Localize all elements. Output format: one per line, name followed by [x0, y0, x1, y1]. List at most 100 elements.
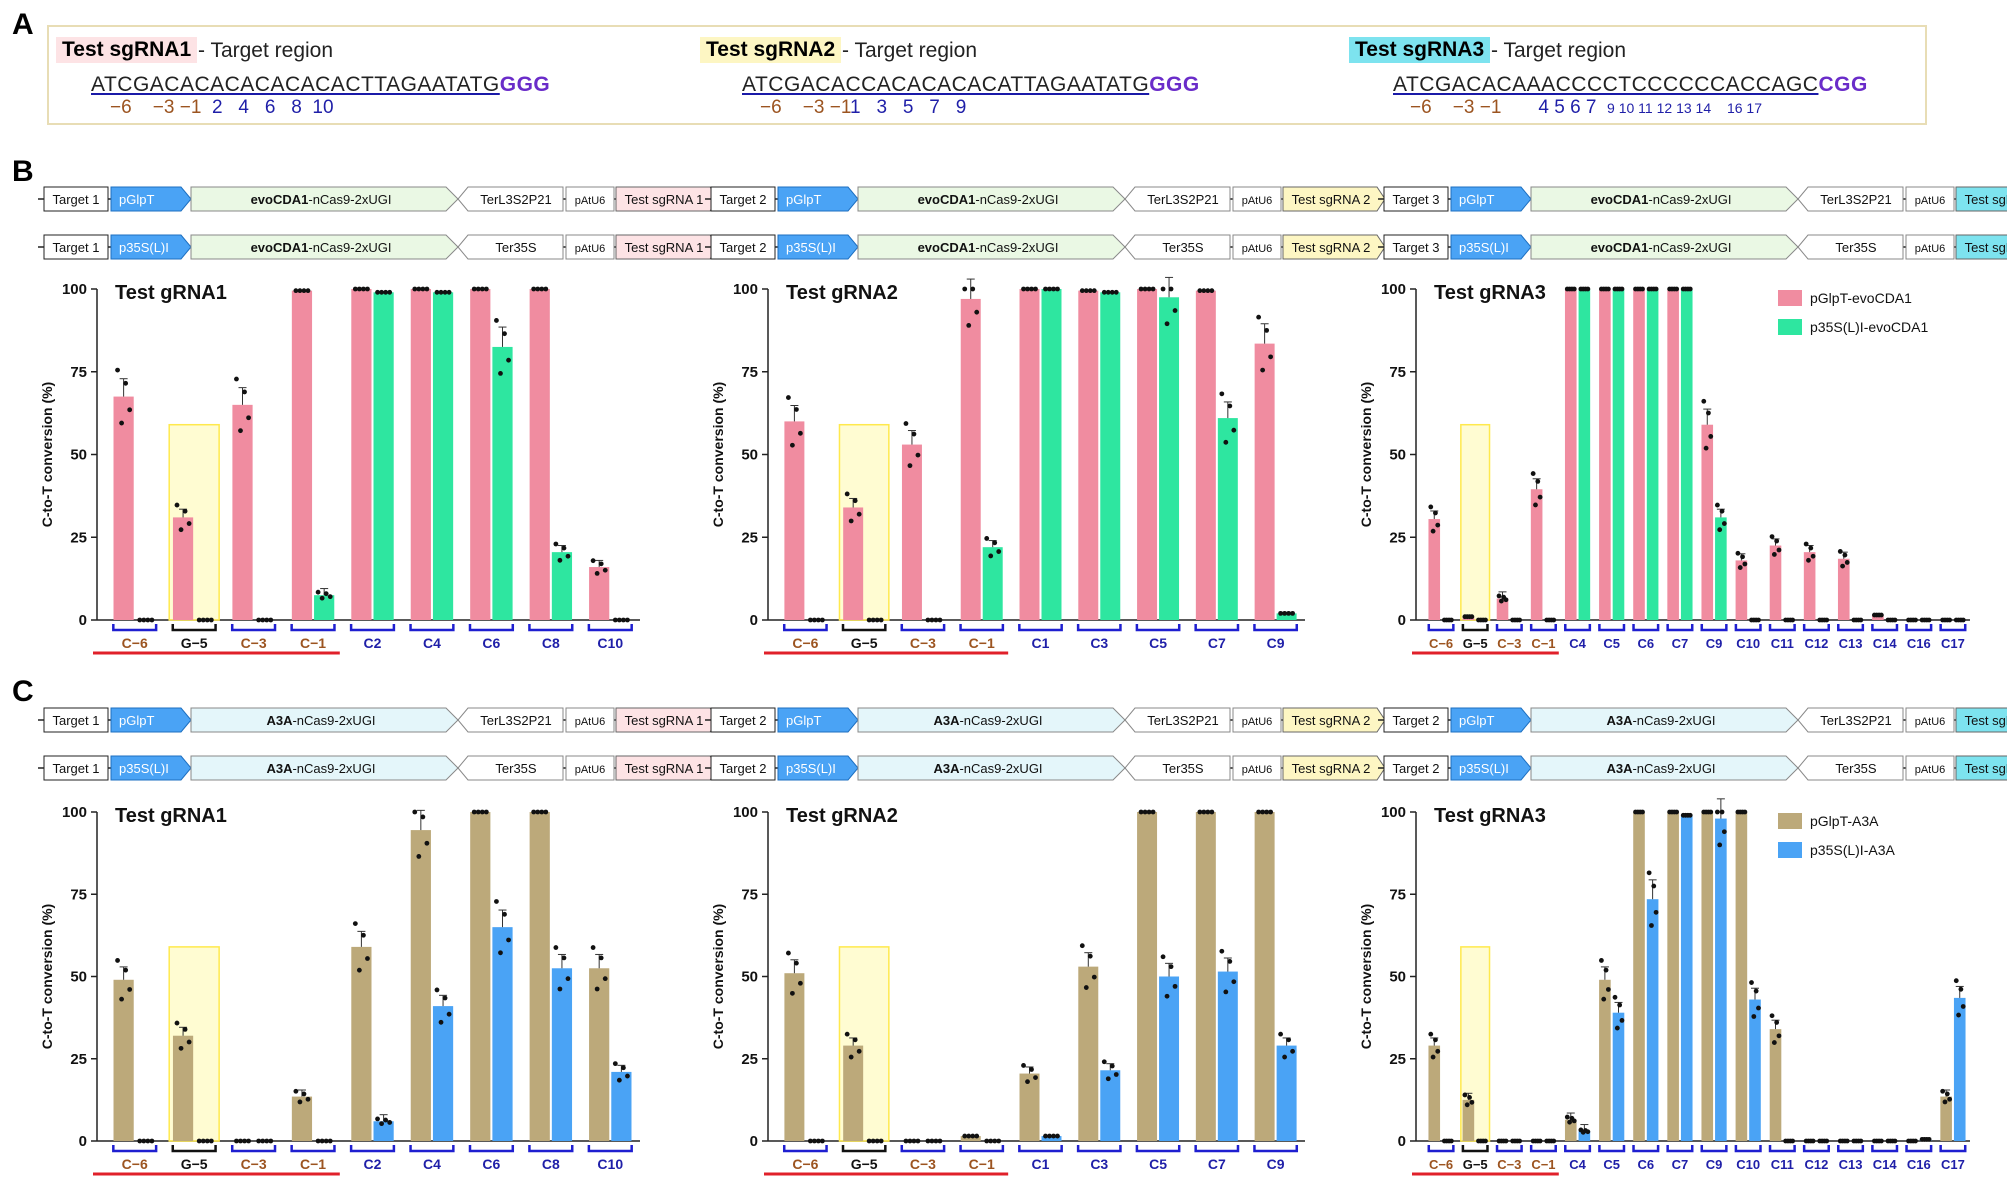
replicate-dot: [1753, 988, 1759, 994]
replicate-dot: [535, 809, 541, 815]
sgrna1-protospacer: ATCGACACACACACACACTTAGAATATG: [91, 73, 500, 96]
replicate-dot: [1164, 993, 1170, 999]
promoter-arrow: [1450, 755, 1532, 781]
promoter-label: pGlpT: [1459, 192, 1494, 207]
bar: [1195, 812, 1216, 1141]
editor-label: evoCDA1-nCas9-2xUGI: [918, 240, 1059, 255]
replicate-dot: [1810, 553, 1816, 559]
x-tick-label: C9: [1267, 1156, 1285, 1172]
terminator-arrow: [1124, 707, 1231, 733]
replicate-dot: [479, 809, 485, 815]
replicate-dot: [1256, 314, 1262, 320]
x-tick-label: C−6: [1429, 1157, 1453, 1172]
replicate-dot: [1599, 958, 1604, 963]
replicate-dot: [1433, 1037, 1438, 1043]
construct-b: Target 3 p35S(L)I evoCDA1-nCas9-2xUGI Ter35…: [1378, 234, 2007, 260]
u6-label: pAtU6: [1915, 764, 1946, 776]
replicate-dot: [1483, 1138, 1488, 1144]
legend-swatch: [1778, 319, 1802, 335]
bar: [1872, 615, 1884, 620]
promoter-label: pGlpT: [119, 713, 154, 728]
promoter-label: p35S(L)I: [119, 240, 169, 255]
replicate-dot: [1749, 980, 1754, 985]
replicate-dot: [319, 595, 325, 601]
replicate-dot: [992, 540, 998, 546]
replicate-dot: [498, 371, 503, 376]
editor-arrow: [857, 186, 1126, 212]
replicate-dot: [539, 809, 545, 815]
replicate-dot: [1537, 494, 1543, 500]
u6-box: [1905, 707, 1955, 733]
bar: [843, 507, 864, 620]
replicate-dot: [1201, 809, 1207, 815]
bar: [113, 979, 134, 1141]
replicate-dot: [621, 617, 626, 623]
replicate-dot: [1469, 614, 1475, 620]
promoter-label: pGlpT: [119, 192, 154, 207]
replicate-dot: [204, 617, 210, 623]
replicate-dot: [1740, 554, 1745, 560]
sgrna3-protospacer: ATCGACACAAACCCCTCCCCCCACCAGC: [1393, 73, 1819, 96]
editor-suffix: -nCas9-2xUGI: [975, 192, 1058, 207]
bar: [784, 421, 805, 620]
replicate-dot: [1947, 1096, 1953, 1102]
bar: [1701, 812, 1714, 1141]
bar: [982, 547, 1003, 620]
target-label: Target 2: [720, 761, 767, 776]
x-tick-label: C4: [1569, 636, 1586, 651]
terminator-arrow: [457, 707, 564, 733]
replicate-dot: [1717, 842, 1723, 848]
bar: [291, 1096, 313, 1141]
construct-c: Target 1 p35S(L)I A3A-nCas9-2xUGI Ter35S pAt…: [38, 755, 747, 781]
replicate-dot: [1651, 883, 1657, 889]
terminator-label: Ter35S: [1835, 761, 1877, 776]
replicate-dot: [137, 1138, 143, 1144]
terminator-arrow: [1124, 234, 1231, 260]
replicate-dot: [1942, 1099, 1948, 1105]
u6-box: [565, 707, 615, 733]
category-bracket: [1018, 624, 1063, 632]
replicate-dot: [506, 357, 511, 363]
replicate-dot: [149, 1138, 155, 1144]
editor-suffix: -nCas9-2xUGI: [1648, 240, 1731, 255]
bar: [551, 552, 573, 620]
category-bracket: [528, 1145, 574, 1153]
replicate-dot: [1101, 289, 1107, 295]
pos-blue: 9: [955, 97, 967, 118]
replicate-dot: [127, 407, 133, 413]
replicate-dot: [1448, 1138, 1454, 1144]
replicate-dot: [789, 990, 795, 996]
u6-label: pAtU6: [575, 243, 606, 255]
x-tick-label: C16: [1907, 636, 1931, 651]
replicate-dot: [293, 288, 299, 294]
x-tick-label: C13: [1839, 1157, 1863, 1172]
replicate-dot: [483, 809, 489, 815]
editor-label: A3A-nCas9-2xUGI: [1606, 713, 1715, 728]
bar: [1254, 812, 1275, 1141]
u6-box: [1232, 707, 1282, 733]
replicate-dot: [305, 288, 311, 294]
replicate-dot: [361, 932, 366, 938]
bar: [113, 396, 134, 620]
pos-blue: 1: [850, 97, 861, 118]
replicate-dot: [1021, 286, 1026, 292]
replicate-dot: [1231, 427, 1237, 433]
category-bracket: [1768, 1145, 1796, 1153]
replicate-dot: [123, 380, 129, 386]
replicate-dot: [1858, 617, 1864, 623]
replicate-dot: [204, 1138, 210, 1144]
replicate-dot: [911, 1138, 917, 1144]
x-tick-label: C4: [423, 1156, 441, 1172]
category-bracket: [1194, 624, 1240, 632]
bar: [1276, 613, 1297, 620]
u6-box: [1232, 234, 1282, 260]
terminator-arrow: [1797, 186, 1904, 212]
pos-blue: 5: [902, 97, 914, 118]
bar: [351, 946, 372, 1141]
replicate-dot: [933, 1138, 939, 1144]
replicate-dot: [1517, 1138, 1522, 1144]
replicate-dot: [1168, 286, 1174, 292]
replicate-dot: [1209, 288, 1215, 294]
replicate-dot: [1142, 286, 1148, 292]
terminator-label: TerL3S2P21: [1147, 713, 1219, 728]
